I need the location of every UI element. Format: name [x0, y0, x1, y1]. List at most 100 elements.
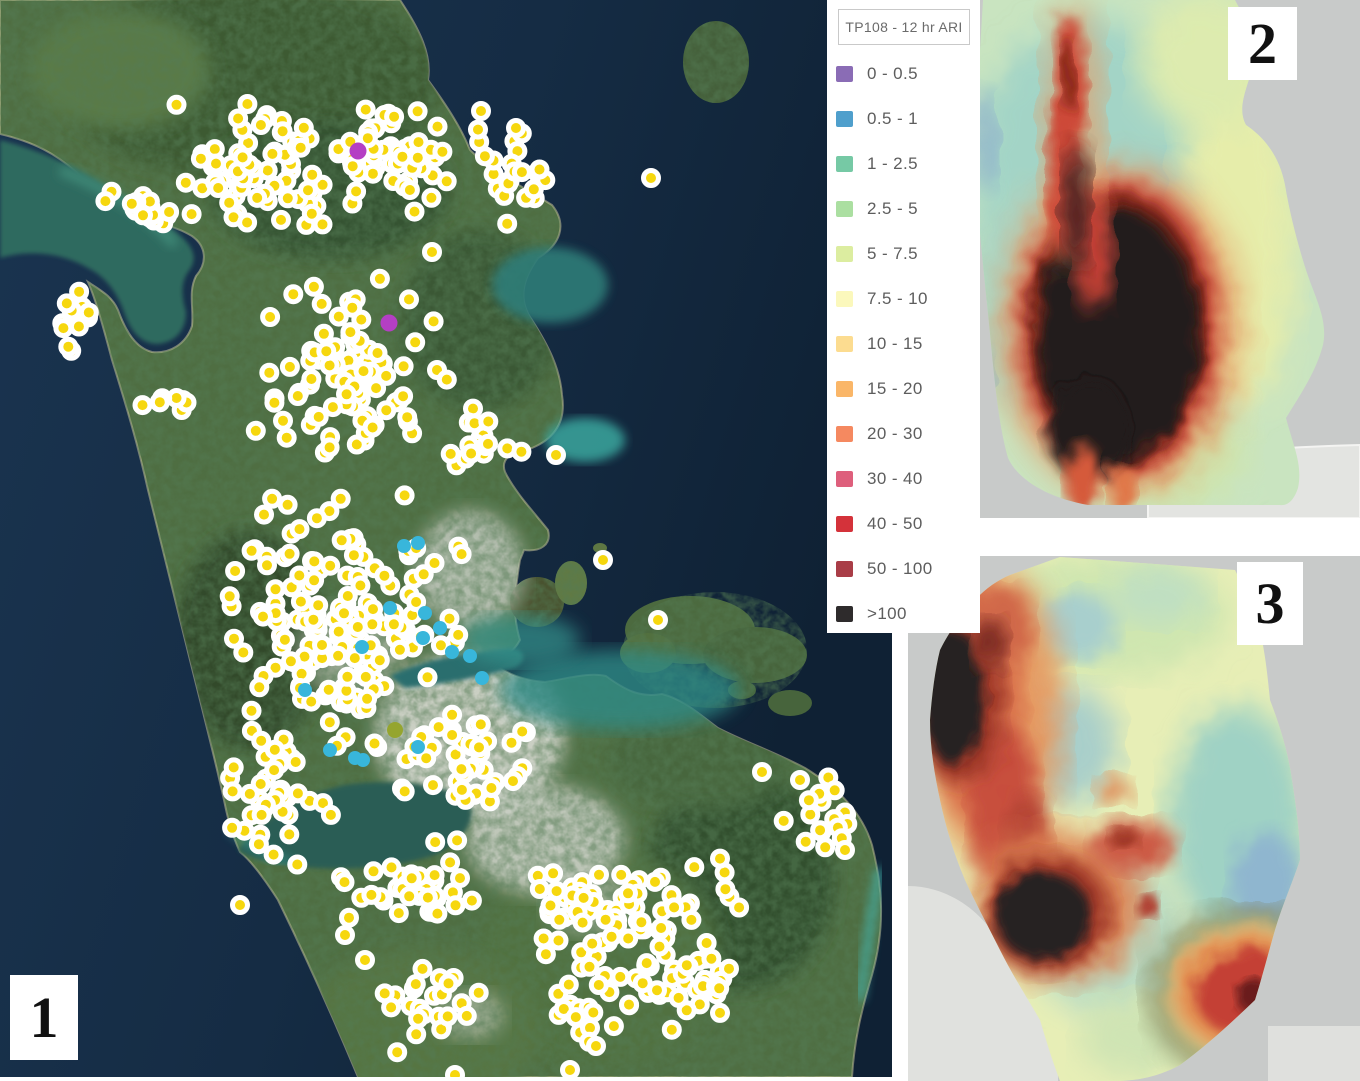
flood-point-dot	[313, 323, 334, 344]
flood-point-dot	[478, 433, 498, 454]
flood-point-dot	[470, 714, 491, 735]
flood-point-dot	[69, 281, 90, 302]
legend-row: 7.5 - 10	[836, 276, 980, 321]
flood-point-dot	[461, 443, 482, 464]
flood-point-dot	[320, 804, 341, 825]
flood-point-dot-purple	[380, 314, 398, 332]
flood-point-dot	[619, 994, 639, 1015]
flood-point-dot	[322, 397, 343, 418]
flood-point-dot	[355, 99, 376, 120]
flood-point-dot	[334, 872, 355, 893]
flood-point-dot	[501, 732, 522, 753]
legend-swatch	[836, 290, 853, 307]
flood-point-dot	[253, 606, 273, 627]
flood-point-dot	[344, 648, 365, 669]
flood-point-dot	[232, 147, 253, 168]
flood-point-dot	[681, 909, 702, 930]
flood-point-dot	[298, 180, 318, 201]
flood-point-dot	[573, 887, 594, 908]
legend-label: 2.5 - 5	[867, 198, 918, 218]
flood-point-dot	[233, 642, 254, 663]
legend-label: 15 - 20	[867, 378, 923, 398]
flood-point-dot	[535, 944, 556, 965]
flood-point-dot	[331, 530, 352, 551]
flood-point-dot	[436, 369, 457, 390]
flood-point-dot	[469, 737, 489, 758]
flood-point-dot	[287, 386, 308, 406]
legend-label: 0 - 0.5	[867, 63, 918, 83]
flood-point-dot	[440, 852, 461, 873]
flood-point-dot	[610, 966, 631, 987]
flood-point-dot	[417, 887, 438, 908]
legend-title-box: TP108 - 12 hr ARI	[838, 9, 970, 45]
flood-point-dot	[239, 783, 260, 804]
flood-point-dot	[302, 164, 323, 185]
legend-row: 5 - 7.5	[836, 231, 980, 276]
flood-point-dot	[336, 384, 357, 405]
flood-point-dot	[262, 143, 283, 164]
flood-point-dot	[363, 861, 384, 882]
flood-point-dot	[424, 865, 445, 886]
flood-point-dot	[546, 445, 566, 465]
flood-point-dot	[132, 395, 153, 416]
flood-point-dot	[280, 651, 301, 672]
flood-point-dot	[425, 832, 446, 853]
flood-point-dot	[424, 553, 445, 573]
flood-point-dot-blue	[323, 743, 337, 757]
flood-point-dot	[357, 688, 378, 709]
flood-point-dot	[274, 629, 295, 650]
flood-point-dot	[340, 322, 361, 343]
legend-row: 40 - 50	[836, 501, 980, 546]
legend-row: 50 - 100	[836, 546, 980, 591]
flood-point-dot	[257, 555, 277, 576]
flood-point-dot	[273, 410, 293, 431]
flood-point-dot	[271, 209, 291, 230]
flood-point-dot	[285, 752, 306, 772]
flood-point-dot-blue	[397, 539, 411, 553]
legend-row: 1 - 2.5	[836, 141, 980, 186]
flood-point-dot	[468, 982, 489, 1003]
flood-point-dot	[511, 441, 532, 462]
flood-point-dot	[579, 956, 600, 977]
flood-point-dot	[427, 903, 448, 924]
legend-swatch	[836, 200, 853, 217]
flood-point-dot	[632, 973, 653, 994]
flood-point-dot	[417, 667, 438, 688]
flood-point-dot	[328, 306, 349, 327]
flood-point-dot	[406, 1024, 427, 1045]
flood-point-dot	[506, 118, 526, 138]
flood-point-dot	[355, 666, 376, 687]
flood-point-dot	[450, 868, 470, 889]
flood-point-dot	[560, 1060, 580, 1077]
flood-point-dot	[342, 156, 363, 177]
legend-row: 2.5 - 5	[836, 186, 980, 231]
flood-point-dot	[393, 356, 414, 377]
flood-point-dot	[408, 132, 429, 153]
flood-point-dot	[835, 840, 855, 860]
flood-point-dot	[369, 268, 390, 289]
flood-point-dot	[582, 933, 603, 954]
flood-point-dot	[248, 834, 269, 855]
flood-point-dot	[427, 116, 448, 137]
flood-point-dot	[53, 318, 74, 339]
flood-point-dot	[406, 592, 427, 612]
flood-point-dot	[503, 771, 523, 792]
flood-point-dot	[225, 561, 246, 581]
flood-point-dot	[601, 926, 622, 947]
flood-point-dot	[319, 437, 340, 458]
flood-point-dot	[589, 864, 609, 885]
flood-point-dot	[289, 565, 310, 586]
legend-label: 20 - 30	[867, 423, 923, 443]
flood-point-dot	[277, 494, 298, 515]
flood-point-dot	[319, 712, 340, 733]
flood-point-dot	[264, 392, 285, 413]
flood-point-dot	[308, 406, 329, 427]
legend-swatch	[836, 245, 853, 262]
flood-point-dot	[631, 912, 652, 933]
flood-point-dot	[263, 844, 284, 865]
flood-point-dot	[301, 369, 322, 389]
flood-point-dot-blue	[418, 606, 432, 620]
legend-row: 0 - 0.5	[836, 51, 980, 96]
flood-point-dot	[289, 519, 310, 540]
